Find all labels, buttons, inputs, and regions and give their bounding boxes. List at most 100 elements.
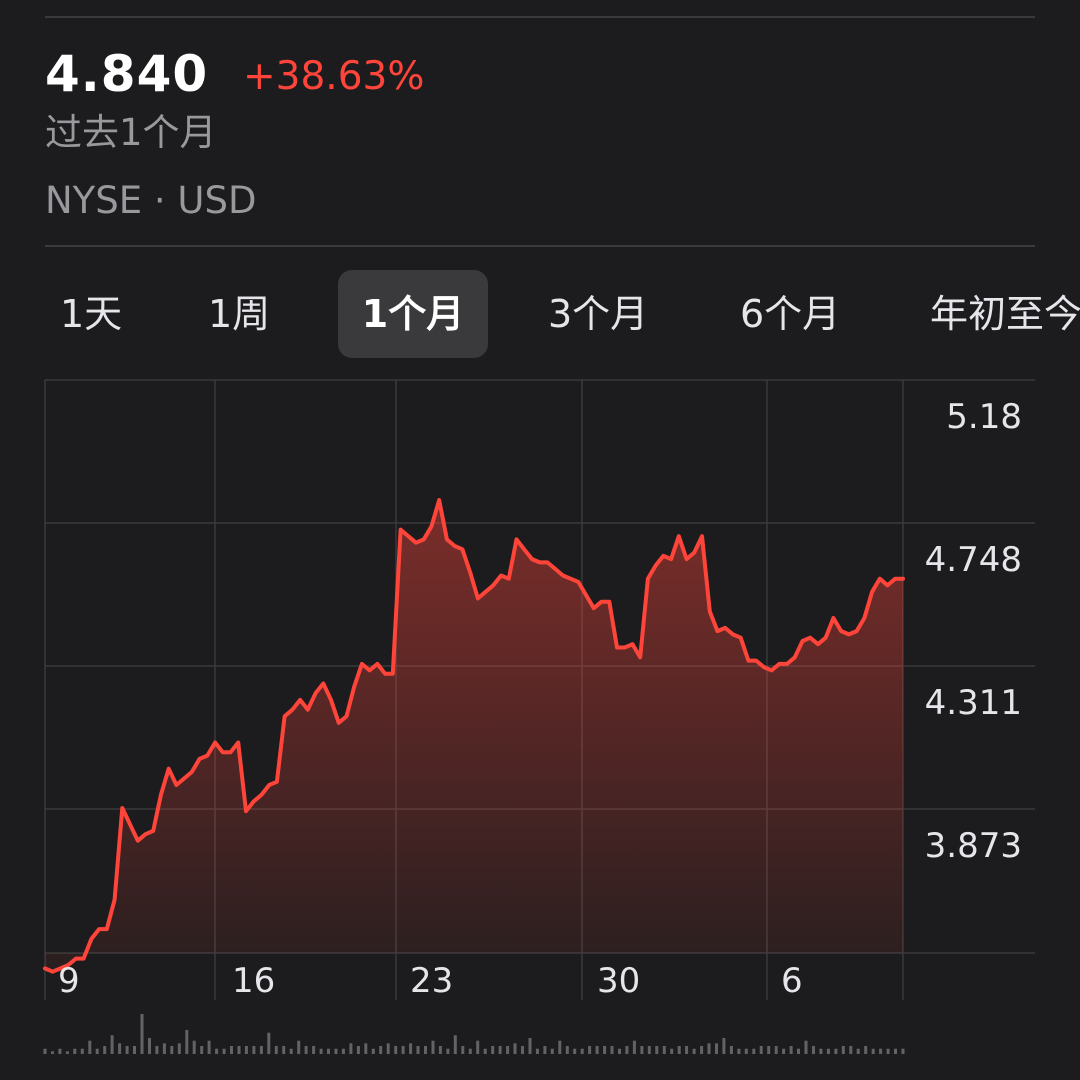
volume-bar bbox=[43, 1048, 47, 1054]
volume-bar bbox=[140, 1014, 144, 1054]
volume-bar bbox=[707, 1043, 711, 1054]
volume-bar bbox=[595, 1046, 599, 1054]
price-change-percent: +38.63% bbox=[243, 54, 425, 99]
volume-bar bbox=[483, 1048, 487, 1054]
volume-bar bbox=[297, 1040, 301, 1054]
volume-bar bbox=[618, 1048, 621, 1054]
x-tick-label: 23 bbox=[410, 961, 453, 1001]
volume-bar bbox=[647, 1046, 651, 1054]
volume-bar bbox=[468, 1048, 472, 1054]
y-tick-label: 5.18 bbox=[946, 397, 1022, 437]
volume-bar bbox=[640, 1046, 644, 1054]
volume-bar bbox=[95, 1048, 99, 1054]
volume-bar bbox=[51, 1051, 54, 1054]
volume-bar bbox=[849, 1046, 853, 1054]
volume-bar bbox=[528, 1038, 532, 1054]
volume-bar bbox=[879, 1048, 883, 1054]
volume-bar bbox=[327, 1048, 330, 1054]
volume-bar bbox=[401, 1046, 405, 1054]
section-divider bbox=[45, 245, 1035, 247]
volume-bar bbox=[871, 1048, 875, 1054]
volume-bar bbox=[379, 1046, 383, 1054]
price-line bbox=[43, 498, 905, 974]
volume-bar bbox=[737, 1048, 741, 1054]
volume-bar bbox=[200, 1046, 204, 1054]
price-area-fill bbox=[45, 500, 903, 972]
range-tab-1-week[interactable]: 1周 bbox=[208, 292, 271, 336]
volume-bar bbox=[453, 1035, 457, 1054]
volume-bar bbox=[670, 1048, 674, 1054]
current-price: 4.840 bbox=[45, 45, 209, 103]
volume-bar bbox=[267, 1032, 271, 1054]
volume-bar bbox=[207, 1040, 211, 1054]
volume-bar bbox=[103, 1046, 107, 1054]
volume-bar bbox=[237, 1046, 241, 1054]
volume-bar bbox=[826, 1048, 830, 1054]
volume-bar bbox=[170, 1046, 174, 1054]
volume-bar bbox=[222, 1048, 226, 1054]
y-tick-label: 3.873 bbox=[925, 826, 1022, 866]
volume-bar bbox=[588, 1046, 592, 1054]
volume-bar bbox=[625, 1046, 629, 1054]
volume-bar bbox=[715, 1043, 718, 1054]
volume-bar bbox=[744, 1048, 748, 1054]
volume-bar bbox=[312, 1046, 316, 1054]
range-tab-ytd[interactable]: 年初至今 bbox=[930, 292, 1080, 336]
x-tick-label: 6 bbox=[781, 961, 803, 1001]
volume-bar bbox=[700, 1046, 704, 1054]
volume-bar bbox=[789, 1046, 793, 1054]
volume-bar bbox=[886, 1048, 890, 1054]
volume-bar bbox=[752, 1048, 756, 1054]
range-tab-6-months[interactable]: 6个月 bbox=[740, 292, 841, 336]
volume-bar bbox=[289, 1048, 293, 1054]
period-label: 过去1个月 bbox=[45, 111, 217, 154]
volume-bar bbox=[252, 1046, 256, 1054]
volume-bar bbox=[334, 1048, 338, 1054]
volume-bar bbox=[782, 1048, 786, 1054]
volume-bar bbox=[394, 1046, 398, 1054]
range-tab-1-month[interactable]: 1个月 bbox=[338, 270, 488, 358]
volume-bar bbox=[304, 1046, 308, 1054]
volume-bar bbox=[177, 1043, 181, 1054]
volume-bar bbox=[244, 1046, 248, 1054]
volume-bar bbox=[841, 1046, 845, 1054]
volume-bar bbox=[409, 1043, 413, 1054]
volume-bar bbox=[774, 1046, 778, 1054]
volume-bar bbox=[901, 1048, 905, 1054]
time-range-selector: 1天 1周 1个月 3个月 6个月 年初至今 bbox=[0, 270, 1080, 358]
volume-bar bbox=[498, 1046, 502, 1054]
volume-bar bbox=[125, 1046, 129, 1054]
top-divider bbox=[45, 16, 1035, 18]
volume-bar bbox=[677, 1046, 681, 1054]
volume-bar bbox=[819, 1048, 823, 1054]
volume-bar bbox=[573, 1048, 577, 1054]
volume-bar bbox=[438, 1046, 442, 1054]
volume-bar bbox=[356, 1046, 360, 1054]
volume-bar bbox=[185, 1030, 189, 1054]
x-tick-label: 30 bbox=[597, 961, 640, 1001]
volume-bar bbox=[610, 1046, 614, 1054]
volume-bar bbox=[767, 1046, 771, 1054]
volume-bar bbox=[692, 1048, 696, 1054]
x-axis-labels: 9 16 23 30 6 bbox=[58, 961, 803, 1001]
range-tab-1-day[interactable]: 1天 bbox=[60, 292, 123, 336]
volume-bar bbox=[506, 1046, 510, 1054]
price-chart[interactable]: 5.18 4.748 4.311 3.873 9 16 23 30 6 bbox=[0, 370, 1080, 1080]
volume-bar bbox=[491, 1046, 495, 1054]
range-tab-3-months[interactable]: 3个月 bbox=[548, 292, 649, 336]
volume-bar bbox=[894, 1048, 897, 1054]
volume-bar bbox=[416, 1046, 420, 1054]
volume-bar bbox=[162, 1043, 166, 1054]
volume-bar bbox=[155, 1046, 159, 1054]
volume-bar bbox=[274, 1046, 278, 1054]
exchange-currency-label: NYSE · USD bbox=[45, 179, 257, 222]
volume-bar bbox=[804, 1040, 808, 1054]
volume-bar bbox=[133, 1046, 136, 1054]
volume-bar bbox=[812, 1046, 815, 1054]
volume-bar bbox=[259, 1046, 263, 1054]
volume-bar bbox=[513, 1043, 517, 1054]
x-tick-label: 9 bbox=[58, 961, 80, 1001]
volume-bar bbox=[341, 1048, 345, 1054]
volume-bar bbox=[424, 1046, 427, 1054]
volume-bar bbox=[864, 1046, 868, 1054]
